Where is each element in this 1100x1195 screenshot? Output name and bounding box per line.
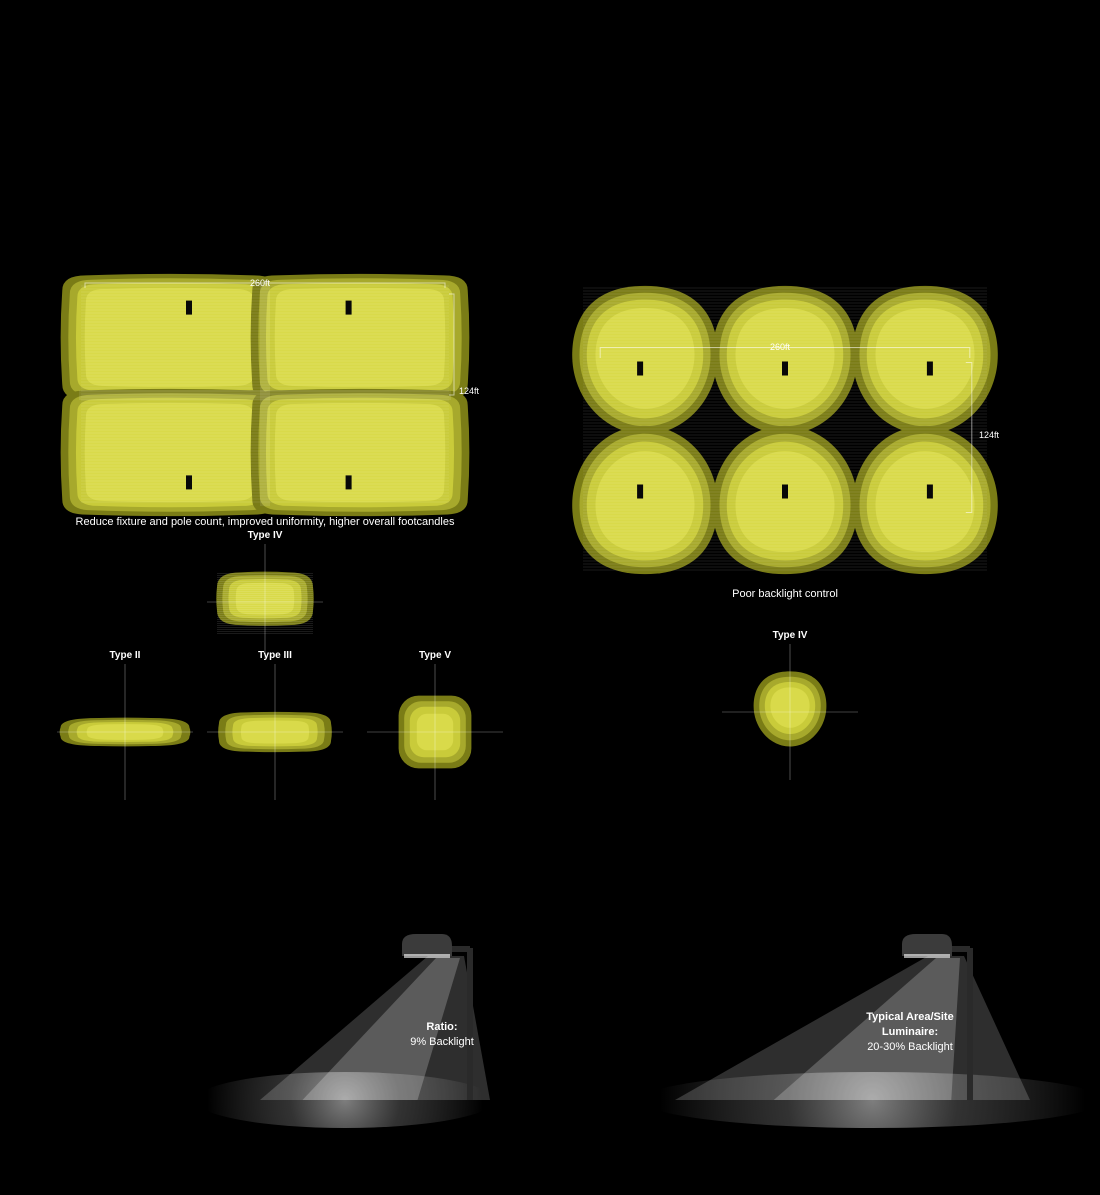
right-light-label-title: Typical Area/Site Luminaire:: [820, 1010, 1000, 1040]
left-light-label-title: Ratio:: [352, 1020, 532, 1035]
left-light-label-sub: 9% Backlight: [352, 1035, 532, 1050]
right-light-label-sub: 20-30% Backlight: [820, 1040, 1000, 1055]
left-light-label: Ratio:9% Backlight: [352, 1020, 532, 1050]
right-light-label: Typical Area/Site Luminaire:20-30% Backl…: [820, 1010, 1000, 1055]
